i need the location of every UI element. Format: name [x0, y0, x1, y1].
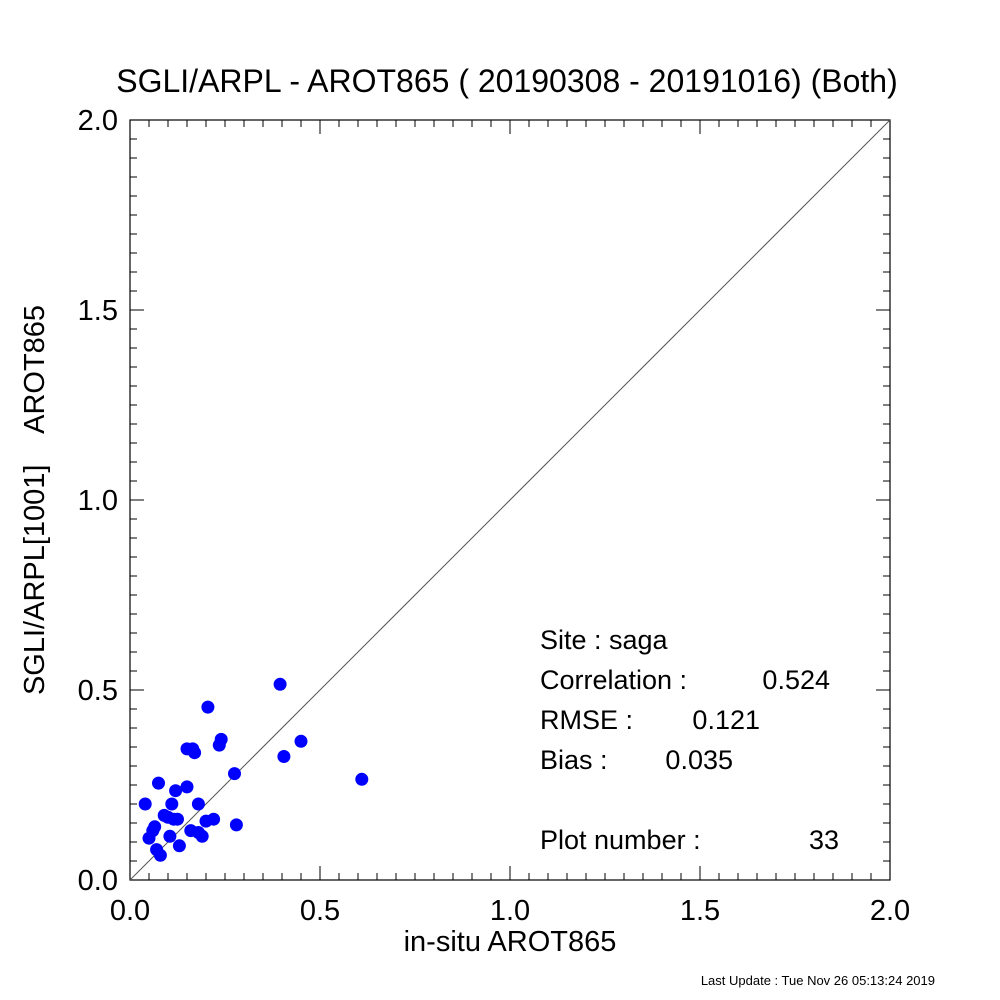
- y-tick-label: 0.5: [78, 675, 118, 707]
- data-point: [201, 700, 215, 714]
- data-point: [355, 772, 369, 786]
- data-point: [294, 734, 308, 748]
- bias-value: 0.035: [665, 745, 733, 775]
- y-tick-label: 0.0: [78, 865, 118, 897]
- data-point: [153, 848, 167, 862]
- data-point: [148, 820, 162, 834]
- one-to-one-line: [129, 119, 891, 881]
- y-tick-label: 2.0: [78, 105, 118, 137]
- data-point: [229, 818, 243, 832]
- correlation-value: 0.524: [762, 665, 830, 695]
- data-point: [188, 746, 202, 760]
- chart-title: SGLI/ARPL - AROT865 ( 20190308 - 2019101…: [116, 63, 897, 99]
- data-point: [163, 829, 177, 843]
- data-point: [191, 797, 205, 811]
- plot-number-label: Plot number :: [540, 825, 701, 855]
- data-point: [152, 776, 165, 790]
- data-point: [172, 839, 186, 853]
- axes: 0.0 0.5 1.0 1.5 2.0 0.0 0.5 1.0 1.5 2.0: [78, 105, 910, 927]
- data-point: [169, 784, 183, 798]
- x-tick-label: 0.5: [300, 895, 340, 927]
- data-point: [138, 797, 152, 811]
- plot-number-value: 33: [809, 825, 839, 855]
- stats-annotation: Site : saga Correlation : 0.524 RMSE : 0…: [540, 625, 839, 855]
- rmse-label: RMSE :: [540, 705, 633, 735]
- data-point: [273, 677, 287, 691]
- data-point: [180, 780, 194, 794]
- last-update-footer: Last Update : Tue Nov 26 05:13:24 2019: [701, 973, 935, 988]
- y-tick-label: 1.5: [78, 295, 118, 327]
- data-point: [214, 732, 228, 746]
- y-tick-label: 1.0: [78, 485, 118, 517]
- data-point: [228, 767, 241, 781]
- rmse-value: 0.121: [692, 705, 760, 735]
- x-tick-label: 1.0: [490, 895, 530, 927]
- x-tick-label: 0.0: [110, 895, 150, 927]
- correlation-label: Correlation :: [540, 665, 687, 695]
- x-axis-label: in-situ AROT865: [404, 926, 617, 958]
- data-point: [165, 797, 179, 811]
- site-text: Site : saga: [540, 625, 669, 655]
- data-point: [171, 812, 184, 826]
- data-point: [277, 750, 291, 763]
- data-point: [195, 829, 209, 843]
- data-point: [207, 812, 221, 826]
- bias-label: Bias :: [540, 745, 608, 775]
- x-tick-label: 1.5: [680, 895, 720, 927]
- y-axis-label: SGLI/ARPL[1001] AROT865: [19, 305, 51, 695]
- data-points: [138, 677, 369, 862]
- x-tick-label: 2.0: [870, 895, 910, 927]
